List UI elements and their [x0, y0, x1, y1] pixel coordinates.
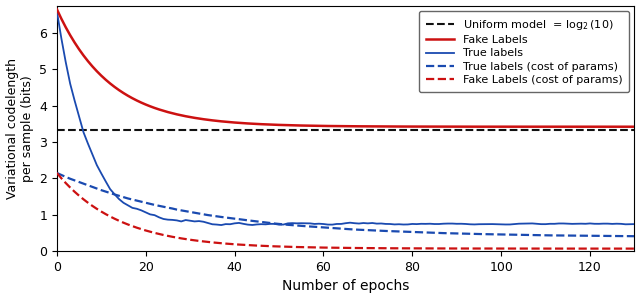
Fake Labels (cost of params) [413, 247, 420, 250]
True labels (cost of params) [479, 232, 487, 236]
True labels (cost of params) [155, 204, 163, 208]
Fake Labels [630, 125, 638, 129]
Fake Labels (cost of params) [76, 194, 83, 197]
Y-axis label: Variational codelength
per sample (bits): Variational codelength per sample (bits) [6, 58, 33, 199]
X-axis label: Number of epochs: Number of epochs [282, 280, 410, 293]
True labels (cost of params) [382, 229, 390, 233]
True labels [53, 9, 61, 13]
True labels (cost of params) [630, 234, 638, 238]
Line: Fake Labels: Fake Labels [57, 9, 634, 127]
True labels (cost of params) [76, 180, 83, 184]
Fake Labels (cost of params) [630, 247, 638, 250]
Fake Labels [382, 125, 390, 128]
True labels [76, 115, 83, 118]
True labels [155, 216, 163, 219]
Fake Labels (cost of params) [155, 232, 163, 236]
Fake Labels [413, 125, 420, 128]
Fake Labels [155, 108, 163, 111]
Fake Labels (cost of params) [53, 171, 61, 175]
Line: True labels: True labels [57, 11, 634, 225]
Fake Labels [76, 48, 83, 51]
Fake Labels (cost of params) [382, 246, 390, 250]
True labels [386, 222, 394, 226]
Fake Labels (cost of params) [479, 247, 487, 250]
True labels (cost of params) [502, 233, 509, 237]
True labels [218, 223, 225, 227]
True labels [417, 222, 425, 225]
Line: Fake Labels (cost of params): Fake Labels (cost of params) [57, 173, 634, 248]
True labels [484, 222, 492, 226]
True labels (cost of params) [413, 230, 420, 234]
Uniform model  = $\log_2(10)$ [53, 129, 61, 132]
Legend: Uniform model  = $\log_2(10)$, Fake Labels, True labels, True labels (cost of pa: Uniform model = $\log_2(10)$, Fake Label… [419, 11, 629, 92]
Line: True labels (cost of params): True labels (cost of params) [57, 173, 634, 236]
True labels (cost of params) [53, 171, 61, 175]
Fake Labels [479, 125, 487, 129]
Uniform model  = $\log_2(10)$ [58, 129, 65, 132]
Fake Labels (cost of params) [502, 247, 509, 250]
True labels [630, 222, 638, 226]
Fake Labels [53, 7, 61, 11]
Fake Labels [502, 125, 509, 129]
True labels [506, 223, 514, 226]
